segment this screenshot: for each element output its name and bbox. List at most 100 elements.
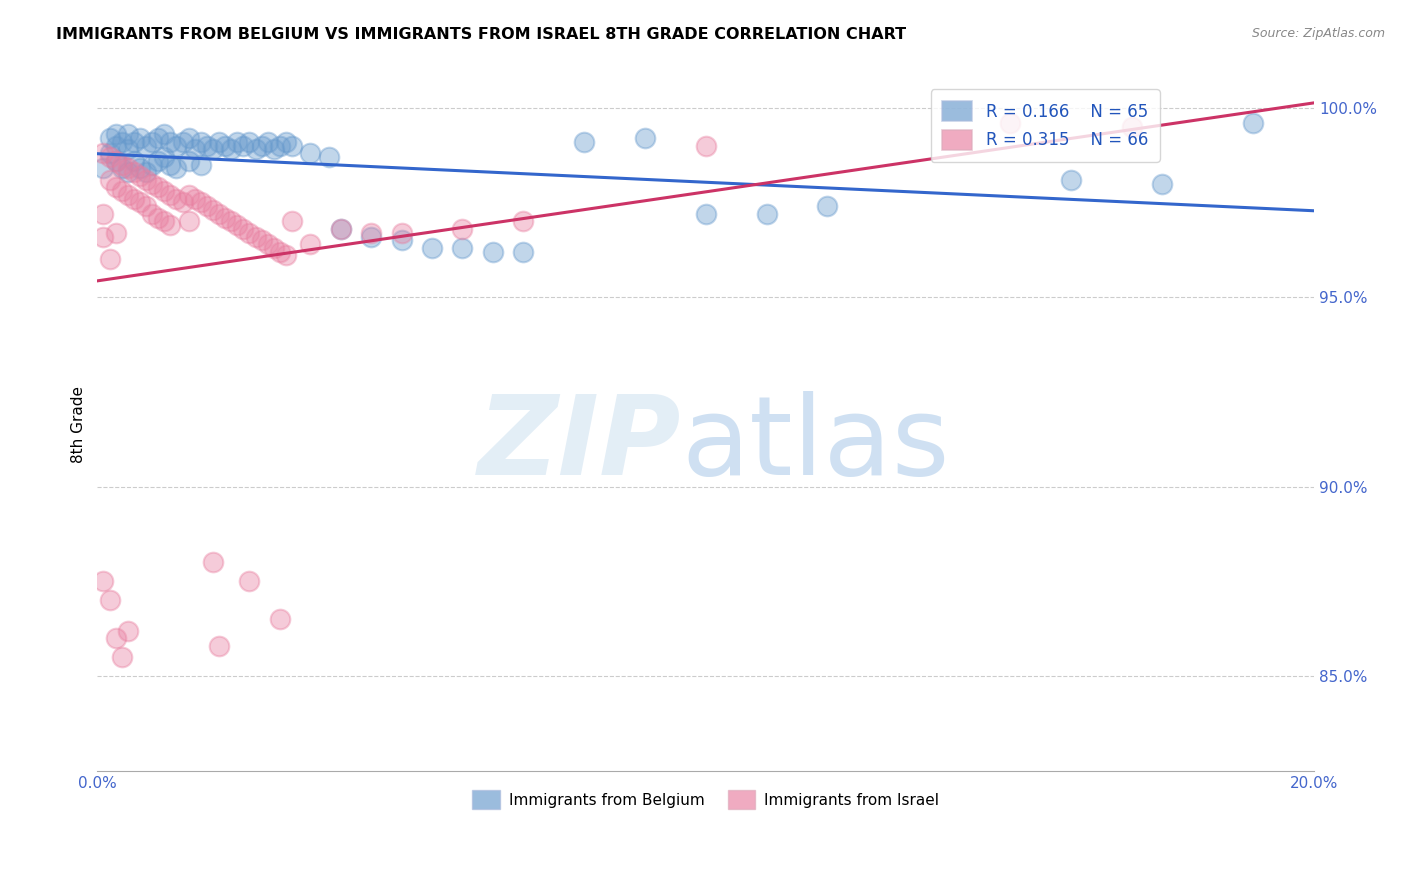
Point	[104, 153, 127, 168]
Point	[141, 177, 163, 191]
Point	[281, 138, 304, 153]
Point	[232, 138, 254, 153]
Point	[634, 131, 657, 145]
Point	[195, 138, 218, 153]
Point	[172, 135, 194, 149]
Point	[190, 195, 212, 210]
Point	[141, 157, 163, 171]
Point	[129, 131, 152, 145]
Point	[208, 135, 231, 149]
Point	[104, 128, 127, 142]
Point	[141, 135, 163, 149]
Point	[148, 180, 170, 194]
Text: ZIP: ZIP	[478, 392, 682, 499]
Point	[111, 135, 134, 149]
Point	[214, 138, 236, 153]
Point	[481, 244, 503, 259]
Point	[122, 192, 145, 206]
Point	[226, 135, 249, 149]
Point	[117, 161, 139, 176]
Point	[512, 244, 534, 259]
Point	[572, 135, 595, 149]
Point	[263, 241, 285, 255]
Point	[201, 555, 224, 569]
Point	[117, 165, 139, 179]
Point	[250, 138, 273, 153]
Point	[135, 172, 157, 186]
Point	[755, 207, 778, 221]
Point	[1060, 172, 1083, 186]
Point	[219, 214, 242, 228]
Point	[153, 128, 176, 142]
Point	[148, 153, 170, 168]
Point	[318, 150, 340, 164]
Point	[451, 222, 474, 236]
Point	[141, 207, 163, 221]
Point	[159, 187, 181, 202]
Point	[98, 252, 121, 267]
Point	[117, 624, 139, 638]
Point	[111, 157, 134, 171]
Point	[201, 202, 224, 217]
Text: Source: ZipAtlas.com: Source: ZipAtlas.com	[1251, 27, 1385, 40]
Point	[117, 128, 139, 142]
Point	[129, 161, 152, 176]
Point	[391, 233, 413, 247]
Point	[232, 222, 254, 236]
Point	[281, 214, 304, 228]
Y-axis label: 8th Grade: 8th Grade	[72, 385, 86, 463]
Point	[815, 199, 838, 213]
Point	[93, 574, 115, 589]
Point	[512, 214, 534, 228]
Point	[98, 150, 121, 164]
Point	[165, 138, 187, 153]
Point	[122, 135, 145, 149]
Point	[201, 143, 224, 157]
Point	[111, 184, 134, 198]
Point	[329, 222, 352, 236]
Point	[177, 214, 200, 228]
Point	[122, 153, 145, 168]
Point	[111, 161, 134, 176]
Point	[135, 165, 157, 179]
Point	[245, 143, 267, 157]
Point	[129, 169, 152, 183]
Point	[263, 143, 285, 157]
Point	[1121, 120, 1143, 134]
Point	[1241, 116, 1264, 130]
Point	[245, 229, 267, 244]
Point	[256, 135, 278, 149]
Point	[104, 180, 127, 194]
Legend: Immigrants from Belgium, Immigrants from Israel: Immigrants from Belgium, Immigrants from…	[467, 784, 945, 815]
Point	[451, 241, 474, 255]
Point	[360, 229, 382, 244]
Point	[165, 161, 187, 176]
Point	[238, 135, 260, 149]
Point	[93, 146, 115, 161]
Point	[177, 153, 200, 168]
Point	[269, 612, 291, 626]
Text: atlas: atlas	[682, 392, 950, 499]
Point	[190, 157, 212, 171]
Point	[104, 226, 127, 240]
Point	[219, 143, 242, 157]
Point	[1150, 177, 1173, 191]
Point	[159, 135, 181, 149]
Point	[183, 192, 205, 206]
Point	[214, 211, 236, 225]
Point	[299, 237, 322, 252]
Point	[177, 187, 200, 202]
Point	[153, 214, 176, 228]
Point	[299, 146, 322, 161]
Point	[153, 150, 176, 164]
Point	[165, 192, 187, 206]
Point	[391, 226, 413, 240]
Point	[159, 218, 181, 232]
Point	[274, 248, 297, 262]
Point	[104, 138, 127, 153]
Point	[269, 138, 291, 153]
Point	[195, 199, 218, 213]
Point	[208, 639, 231, 653]
Point	[172, 195, 194, 210]
Point	[998, 116, 1021, 130]
